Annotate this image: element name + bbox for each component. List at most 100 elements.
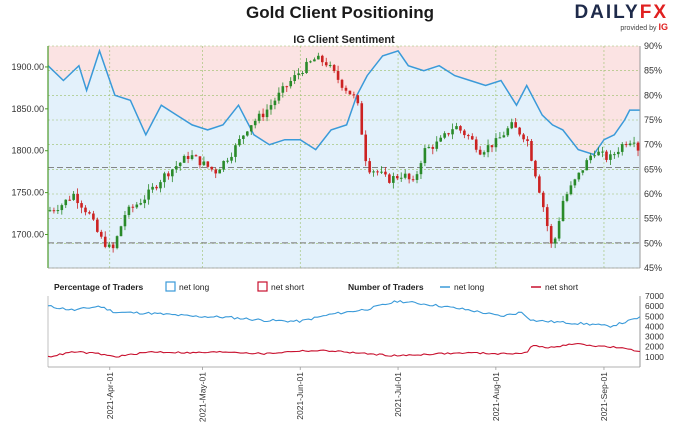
candle-body: [632, 142, 636, 144]
candle-body: [459, 126, 462, 131]
candle-body: [502, 135, 506, 138]
candle-body: [364, 134, 368, 162]
candle-body: [573, 179, 577, 186]
candle-body: [92, 213, 95, 220]
x-tick-label: 2021-Aug-01: [491, 372, 501, 421]
logo-accent-text: FX: [639, 2, 668, 23]
y-left-tick-label: 1750.00: [11, 188, 44, 198]
candle-body: [115, 236, 119, 249]
lower-y-tick-label: 3000: [645, 332, 664, 342]
net-long-count-line: [47, 300, 641, 328]
candle-body: [257, 113, 261, 121]
candle-body: [249, 125, 253, 132]
candle-body: [585, 160, 589, 171]
candle-body: [518, 127, 521, 135]
candle-body: [301, 73, 304, 75]
lower-y-tick-label: 4000: [645, 321, 664, 331]
candle-body: [589, 155, 592, 161]
candle-body: [534, 160, 537, 177]
candle-body: [494, 138, 498, 148]
candle-body: [135, 204, 139, 208]
y-left-tick-label: 1900.00: [11, 62, 44, 72]
x-tick-label: 2021-Sep-01: [599, 372, 609, 421]
candle-body: [214, 169, 218, 174]
candle-body: [530, 141, 533, 161]
candle-body: [423, 148, 427, 164]
candle-body: [60, 205, 64, 211]
candle-body: [103, 236, 107, 247]
legend-pct-short-label: net short: [271, 282, 305, 292]
y-right-tick-label: 65%: [644, 164, 662, 174]
candle-body: [613, 154, 616, 156]
y-right-tick-label: 55%: [644, 214, 662, 224]
candle-body: [190, 155, 194, 159]
candle-body: [202, 161, 206, 166]
lower-y-tick-label: 2000: [645, 342, 664, 352]
candle-body: [538, 176, 541, 193]
y-right-tick-label: 45%: [644, 263, 662, 273]
upper-grid: [48, 45, 640, 269]
candle-body: [510, 122, 514, 129]
y-right-tick-label: 90%: [644, 41, 662, 51]
candle-body: [76, 193, 79, 204]
candle-body: [328, 65, 332, 67]
candle-body: [167, 173, 170, 177]
candle-body: [609, 154, 612, 160]
logo-sub-brand: IG: [658, 22, 668, 32]
candle-body: [48, 210, 52, 212]
candle-body: [395, 176, 399, 179]
candle-body: [206, 161, 210, 167]
candle-body: [182, 155, 186, 163]
candle-body: [542, 192, 545, 208]
candle-body: [88, 212, 91, 214]
candle-body: [340, 79, 344, 88]
candle-body: [253, 120, 257, 126]
candle-body: [443, 133, 446, 138]
candle-body: [72, 193, 75, 200]
candle-body: [186, 155, 190, 159]
logo-main-text: DAILY: [574, 2, 640, 23]
candle-body: [163, 173, 166, 183]
candle-body: [506, 128, 510, 136]
candle-body: [313, 59, 316, 62]
candle-body: [147, 189, 150, 200]
candle-body: [470, 136, 474, 140]
candle-body: [419, 163, 423, 175]
x-tick-label: 2021-May-01: [197, 372, 207, 422]
y-right-tick-label: 85%: [644, 66, 662, 76]
candle-body: [56, 210, 60, 212]
candle-body: [553, 238, 557, 244]
candle-body: [52, 210, 56, 212]
candle-body: [561, 200, 565, 222]
net-long-area: [48, 50, 640, 269]
candle-body: [415, 174, 419, 180]
candle-body: [297, 73, 300, 76]
candle-body: [222, 160, 225, 170]
candle-body: [293, 75, 296, 82]
candle-body: [486, 145, 490, 153]
candle-body: [210, 166, 214, 170]
candle-body: [352, 94, 356, 96]
candle-body: [344, 87, 348, 91]
candle-body: [289, 81, 293, 87]
candlesticks: [48, 52, 640, 253]
x-tick-label: 2021-Jun-01: [295, 372, 305, 420]
candle-body: [431, 147, 435, 149]
candle-body: [348, 90, 352, 95]
y-left-tick-label: 1700.00: [11, 229, 44, 239]
candle-body: [376, 171, 379, 173]
candle-body: [96, 219, 99, 232]
candle-body: [577, 172, 581, 180]
candle-body: [597, 151, 600, 156]
candle-body: [411, 179, 415, 181]
candle-body: [467, 135, 470, 137]
candle-body: [455, 126, 458, 130]
upper-chart-panel: IG Client Sentiment 1700.00 1750.00 1800.00…: [11, 34, 662, 273]
candle-body: [569, 185, 573, 195]
candle-body: [84, 207, 87, 213]
candle-body: [601, 151, 604, 153]
candle-body: [269, 105, 273, 110]
candle-body: [463, 130, 466, 136]
candle-body: [68, 199, 72, 201]
